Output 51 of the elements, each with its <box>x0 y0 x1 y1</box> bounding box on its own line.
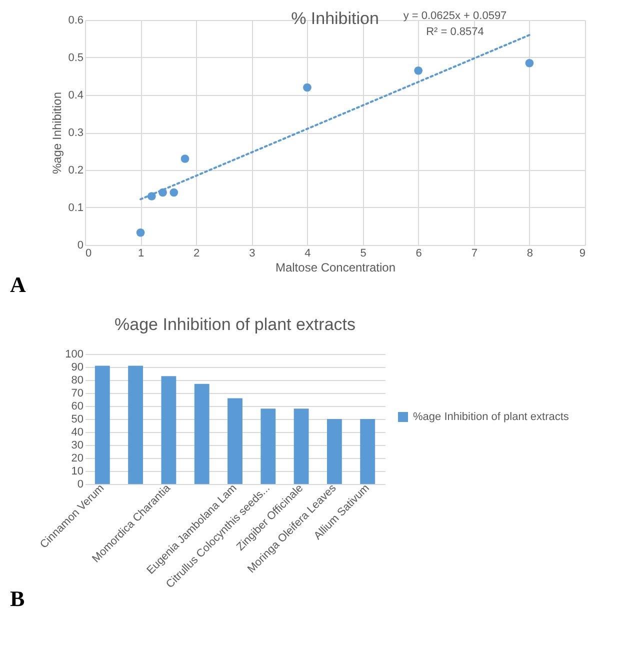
text: A <box>10 272 26 297</box>
bar <box>360 419 376 484</box>
bar <box>94 366 110 484</box>
x-tick-label: 4 <box>304 248 311 260</box>
chart-title: %age Inhibition of plant extracts <box>114 315 356 334</box>
y-tick-label: 100 <box>65 348 84 360</box>
y-tick-label: 0.6 <box>68 14 84 26</box>
legend-label: %age Inhibition of plant extracts <box>413 411 570 423</box>
point <box>414 66 423 75</box>
y-tick-label: 80 <box>71 374 84 386</box>
bar <box>326 419 342 484</box>
y-tick-label: 0 <box>77 240 84 252</box>
x-tick-label: 6 <box>416 248 422 260</box>
y-tick-label: 0.1 <box>68 202 84 214</box>
y-tick-label: 30 <box>71 440 84 452</box>
point <box>136 228 145 237</box>
text: B <box>10 586 25 611</box>
y-tick-label: 0.2 <box>68 164 84 176</box>
x-tick-label: 3 <box>249 248 256 260</box>
x-axis-title: Maltose Concentration <box>275 260 396 274</box>
bar <box>161 376 176 484</box>
x-tick-label: 2 <box>194 248 200 260</box>
bar <box>260 408 276 484</box>
point <box>180 154 190 163</box>
x-tick-label: 5 <box>360 248 366 260</box>
bar <box>294 408 309 484</box>
y-tick-label: 50 <box>71 414 84 426</box>
annotation: y = 0.0625x + 0.0597 <box>403 10 507 22</box>
x-tick-label: 8 <box>526 248 534 260</box>
bar <box>128 366 144 484</box>
bar <box>228 398 242 484</box>
point <box>303 83 312 92</box>
y-tick-label: 0.5 <box>68 52 84 64</box>
y-tick-label: 0.3 <box>68 127 84 139</box>
x-tick-label: 0 <box>86 248 92 260</box>
bar <box>194 384 210 484</box>
x-tick-label: 9 <box>579 248 586 260</box>
y-tick-label: 60 <box>71 400 84 412</box>
y-axis-title: %age Inhibition <box>50 92 64 174</box>
y-tick-label: 0.4 <box>68 90 84 102</box>
y-tick-label: 40 <box>71 426 84 438</box>
point <box>525 58 534 68</box>
annotation: R² = 0.8574 <box>426 26 484 38</box>
y-tick-label: 20 <box>71 452 84 464</box>
y-tick-label: 90 <box>71 362 84 374</box>
x-tick-label: 1 <box>138 248 144 260</box>
point <box>170 188 178 197</box>
y-tick-label: 10 <box>71 466 84 478</box>
x-tick-label: 7 <box>471 248 478 260</box>
y-tick-label: 70 <box>71 388 84 400</box>
chart-title: % Inhibition <box>291 9 379 28</box>
